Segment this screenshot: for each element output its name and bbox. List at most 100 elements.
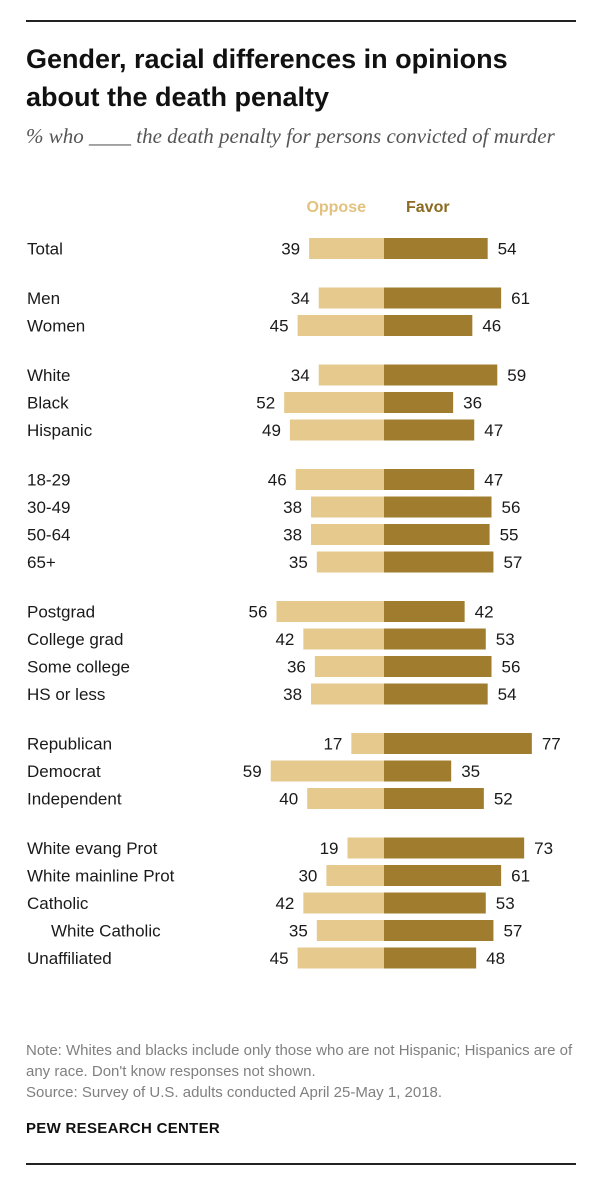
row-label-white: White [27, 366, 70, 385]
oppose-bar-college-grad [303, 628, 384, 650]
oppose-value-independent: 40 [279, 790, 298, 809]
chart-title: Gender, racial differences in opinions a… [26, 44, 508, 112]
row-label-total: Total [27, 240, 63, 259]
oppose-value-50-64: 38 [283, 526, 302, 545]
favor-value-total: 54 [498, 240, 517, 259]
favor-value-some-college: 56 [502, 658, 521, 677]
oppose-value-30-49: 38 [283, 498, 302, 517]
favor-bar-democrat [384, 760, 452, 782]
oppose-bar-white [318, 364, 384, 386]
oppose-bar-white-mainline-prot [326, 865, 384, 886]
favor-bar-women [384, 315, 473, 336]
favor-value-white-evang-prot: 73 [534, 839, 553, 858]
oppose-value-hispanic: 49 [262, 421, 281, 440]
row-label-white-catholic: White Catholic [51, 922, 161, 941]
row-label-women: Women [27, 317, 85, 336]
favor-bar-50-64 [384, 524, 490, 545]
oppose-bar-50-64 [311, 524, 384, 545]
favor-value-50-64: 55 [500, 526, 519, 545]
oppose-value-black: 52 [256, 394, 275, 413]
oppose-value-hs-or-less: 38 [283, 685, 302, 704]
oppose-bar-democrat [270, 760, 384, 782]
favor-bar-men [384, 287, 502, 309]
oppose-bar-white-catholic [316, 920, 384, 941]
favor-value-independent: 52 [494, 790, 513, 809]
oppose-bar-30-49 [311, 496, 384, 518]
favor-value-18-29: 47 [484, 471, 503, 490]
row-label-18-29: 18-29 [27, 471, 70, 490]
favor-bar-white-evang-prot [384, 837, 525, 859]
favor-bar-white-catholic [384, 920, 494, 941]
oppose-value-men: 34 [291, 289, 310, 308]
favor-value-women: 46 [482, 317, 501, 336]
organization-name: PEW RESEARCH CENTER [26, 1120, 221, 1137]
favor-bar-unaffiliated [384, 947, 477, 969]
row-label-black: Black [27, 394, 69, 413]
row-label-postgrad: Postgrad [27, 603, 95, 622]
favor-value-white: 59 [507, 366, 526, 385]
row-label-65-: 65+ [27, 553, 56, 572]
legend-oppose: Oppose [306, 199, 366, 216]
favor-bar-college-grad [384, 628, 486, 650]
favor-bar-total [384, 238, 488, 259]
row-label-white-evang-prot: White evang Prot [27, 839, 158, 858]
oppose-value-white-catholic: 35 [289, 922, 308, 941]
source-text: Source: Survey of U.S. adults conducted … [26, 1084, 443, 1101]
favor-bar-catholic [384, 892, 486, 914]
oppose-value-democrat: 59 [243, 762, 262, 781]
oppose-value-college-grad: 42 [275, 630, 294, 649]
chart-subtitle: % who ____ the death penalty for persons… [26, 124, 555, 148]
favor-bar-30-49 [384, 496, 492, 518]
top-rule [26, 20, 576, 22]
oppose-value-postgrad: 56 [249, 603, 268, 622]
row-label-50-64: 50-64 [27, 526, 70, 545]
row-label-hispanic: Hispanic [27, 421, 93, 440]
row-label-republican: Republican [27, 735, 112, 754]
row-label-30-49: 30-49 [27, 498, 70, 517]
favor-bar-postgrad [384, 601, 465, 622]
oppose-bar-total [309, 238, 384, 259]
favor-value-college-grad: 53 [496, 630, 515, 649]
favor-value-republican: 77 [542, 735, 561, 754]
favor-bar-65- [384, 551, 494, 573]
legend-favor: Favor [406, 199, 450, 216]
oppose-bar-republican [351, 733, 384, 754]
oppose-bar-independent [307, 788, 384, 809]
oppose-value-65-: 35 [289, 553, 308, 572]
favor-value-democrat: 35 [461, 762, 480, 781]
favor-bar-independent [384, 788, 484, 809]
oppose-value-catholic: 42 [275, 894, 294, 913]
oppose-bar-black [284, 392, 384, 413]
row-label-democrat: Democrat [27, 762, 101, 781]
oppose-bar-white-evang-prot [347, 837, 384, 859]
oppose-bar-women [297, 315, 384, 336]
oppose-bar-18-29 [295, 469, 384, 490]
favor-value-men: 61 [511, 289, 530, 308]
chart-note: Note: Whites and blacks include only tho… [26, 1040, 576, 1103]
favor-value-postgrad: 42 [475, 603, 494, 622]
favor-bar-some-college [384, 656, 492, 677]
oppose-value-18-29: 46 [268, 471, 287, 490]
favor-bar-white-mainline-prot [384, 865, 502, 886]
oppose-value-unaffiliated: 45 [270, 949, 289, 968]
oppose-bar-catholic [303, 892, 384, 914]
note-text: Note: Whites and blacks include only tho… [26, 1042, 573, 1080]
favor-bar-18-29 [384, 469, 475, 490]
oppose-bar-postgrad [276, 601, 384, 622]
oppose-bar-men [318, 287, 384, 309]
oppose-value-some-college: 36 [287, 658, 306, 677]
oppose-value-total: 39 [281, 240, 300, 259]
oppose-bar-hispanic [289, 419, 384, 441]
favor-bar-hs-or-less [384, 683, 488, 705]
favor-bar-black [384, 392, 454, 413]
favor-value-hispanic: 47 [484, 421, 503, 440]
favor-value-white-mainline-prot: 61 [511, 867, 530, 886]
favor-value-white-catholic: 57 [503, 922, 522, 941]
oppose-bar-unaffiliated [297, 947, 384, 969]
oppose-value-white-mainline-prot: 30 [298, 867, 317, 886]
oppose-bar-hs-or-less [311, 683, 384, 705]
oppose-value-white: 34 [291, 366, 310, 385]
favor-value-black: 36 [463, 394, 482, 413]
row-label-some-college: Some college [27, 658, 130, 677]
favor-bar-white [384, 364, 498, 386]
